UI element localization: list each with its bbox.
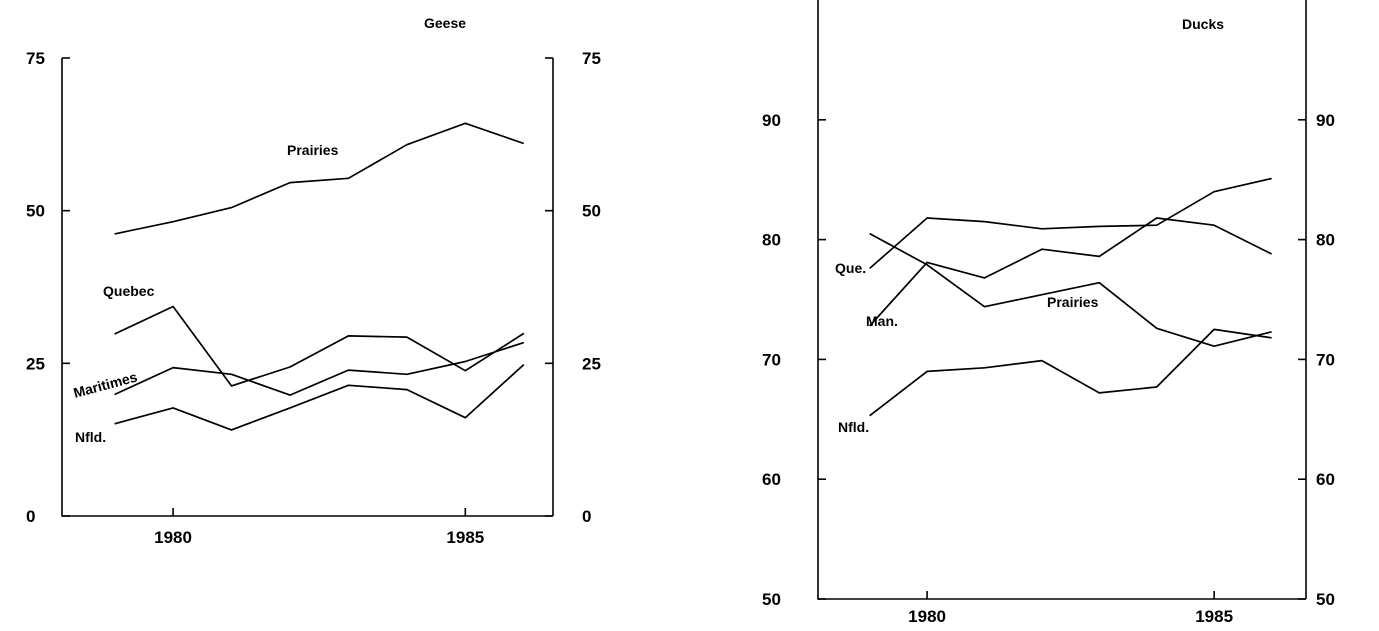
ducks-ytick-label-left-0: 50 [762,590,781,609]
geese-ytick-label-left-0: 0 [26,507,35,526]
ducks-ytick-label-right-0: 50 [1316,590,1335,609]
ducks-series-line-prairies [870,234,1272,347]
geese-ytick-label-left-1: 25 [26,354,45,373]
ducks-xtick-label-0: 1980 [908,607,946,626]
ducks-ticks: 50 50 60 60 70 70 80 80 90 90 1980 1985 [762,111,1335,626]
geese-label-maritimes: Maritimes [72,368,139,400]
geese-chart: Geese 0 0 25 25 50 50 75 75 1980 1985 Prairies Qu… [26,15,601,547]
geese-series-line-nfld [115,365,524,430]
ducks-xtick-label-1: 1985 [1195,607,1233,626]
ducks-ytick-label-left-1: 60 [762,470,781,489]
geese-series-line-quebec [115,307,524,386]
ducks-label-prairies: Prairies [1047,294,1099,310]
ducks-ytick-label-left-4: 90 [762,111,781,130]
geese-label-nfld: Nfld. [75,429,106,445]
geese-ytick-label-right-2: 50 [582,202,601,221]
geese-ytick-label-right-1: 25 [582,354,601,373]
ducks-series-line-nfld [870,329,1272,415]
ducks-ytick-label-right-1: 60 [1316,470,1335,489]
ducks-ytick-label-right-4: 90 [1316,111,1335,130]
geese-series-lines [115,123,524,430]
geese-ytick-label-left-2: 50 [26,202,45,221]
geese-xtick-label-1: 1985 [446,528,484,547]
geese-ytick-label-left-3: 75 [26,49,45,68]
ducks-label-nfld: Nfld. [838,419,869,435]
geese-series-line-prairies [115,123,524,234]
geese-chart-title: Geese [424,15,466,31]
ducks-chart-title: Ducks [1182,16,1224,32]
ducks-ytick-label-left-3: 80 [762,231,781,250]
geese-ytick-label-right-3: 75 [582,49,601,68]
ducks-series-line-que [870,179,1272,269]
ducks-ytick-label-right-3: 80 [1316,231,1335,250]
geese-label-quebec: Quebec [103,283,155,299]
geese-label-prairies: Prairies [287,142,339,158]
ducks-ytick-label-left-2: 70 [762,350,781,369]
ducks-label-man: Man. [866,313,898,329]
ducks-ytick-label-right-2: 70 [1316,350,1335,369]
ducks-label-que: Que. [835,260,866,276]
geese-xtick-label-0: 1980 [154,528,192,547]
geese-ytick-label-right-0: 0 [582,507,591,526]
